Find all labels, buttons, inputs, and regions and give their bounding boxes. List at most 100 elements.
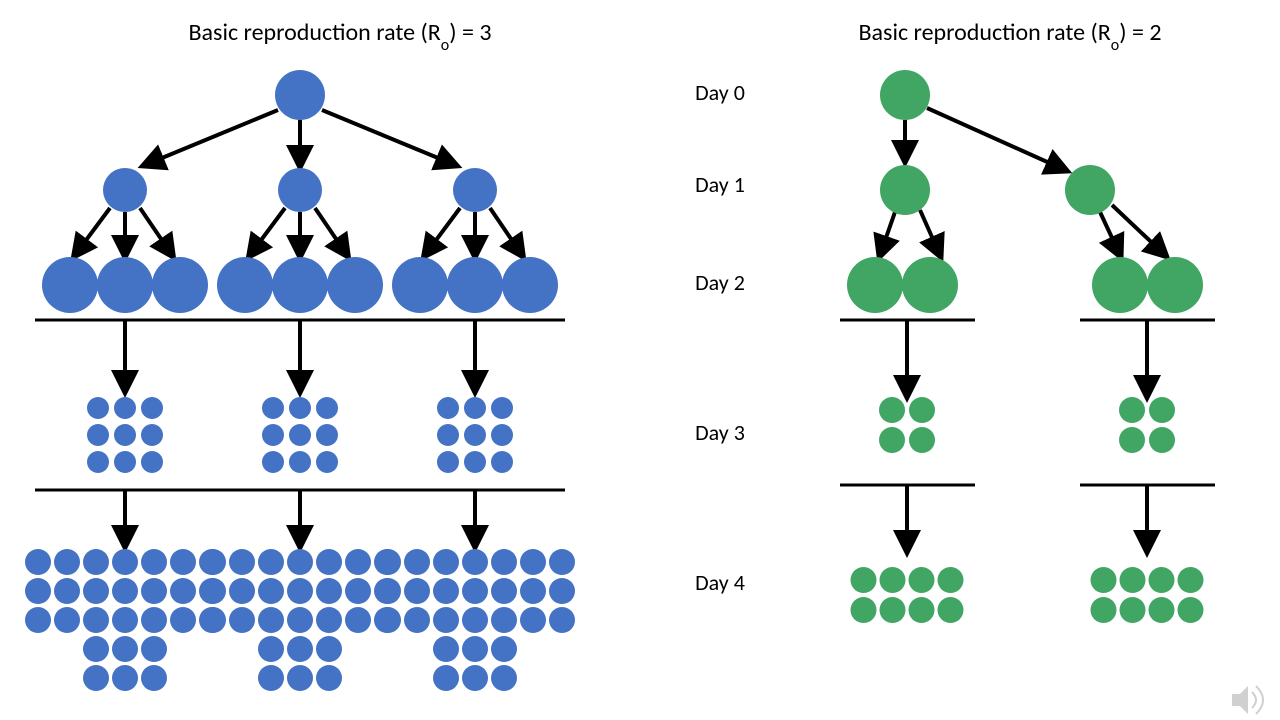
dot [1119, 427, 1145, 453]
dot [258, 549, 284, 575]
dot [879, 397, 905, 423]
dot [851, 567, 877, 593]
tree-arrow [145, 110, 278, 165]
dot [1091, 567, 1117, 593]
dot [258, 578, 284, 604]
dot [404, 549, 430, 575]
dot [433, 607, 459, 633]
dot [287, 607, 313, 633]
dot [54, 607, 80, 633]
dot [141, 451, 163, 473]
dot [289, 397, 311, 419]
dot [83, 578, 109, 604]
dot [1119, 397, 1145, 423]
dot [375, 578, 401, 604]
level1-node [278, 168, 322, 212]
dot [287, 636, 313, 662]
dot [433, 636, 459, 662]
dot [909, 597, 935, 623]
dot [464, 397, 486, 419]
dot [909, 397, 935, 423]
dot [491, 451, 513, 473]
dot [462, 636, 488, 662]
level1-node [880, 165, 930, 215]
dot [938, 567, 964, 593]
dot [520, 578, 546, 604]
dot [1120, 597, 1146, 623]
dot [316, 549, 342, 575]
dot [229, 578, 255, 604]
level2-node [447, 257, 503, 313]
dot [433, 549, 459, 575]
dot [289, 451, 311, 473]
dot [375, 549, 401, 575]
day-label: Day 3 [695, 419, 745, 446]
tree-arrow [425, 208, 460, 255]
tree-arrow [880, 212, 895, 255]
dot [114, 451, 136, 473]
dot [880, 597, 906, 623]
dot [141, 636, 167, 662]
level2-node [217, 257, 273, 313]
root-node [880, 70, 930, 120]
dot [112, 607, 138, 633]
dot [170, 607, 196, 633]
dot [491, 636, 517, 662]
dot [1178, 597, 1204, 623]
dot [491, 424, 513, 446]
dot [114, 424, 136, 446]
dot [141, 397, 163, 419]
level1-node [1065, 165, 1115, 215]
dot [491, 549, 517, 575]
dot [170, 578, 196, 604]
level2-node [42, 257, 98, 313]
tree-arrow [322, 110, 455, 165]
dot [112, 578, 138, 604]
dot [433, 578, 459, 604]
dot [170, 549, 196, 575]
dot [289, 424, 311, 446]
dot [462, 578, 488, 604]
dot [200, 549, 226, 575]
dot [316, 424, 338, 446]
dot [262, 424, 284, 446]
dot [433, 665, 459, 691]
dot [345, 607, 371, 633]
dot [520, 607, 546, 633]
dot [938, 597, 964, 623]
dot [141, 424, 163, 446]
level2-node [392, 257, 448, 313]
dot [437, 451, 459, 473]
dot [491, 397, 513, 419]
dot [880, 567, 906, 593]
dot [87, 397, 109, 419]
dot [1120, 567, 1146, 593]
dot [83, 549, 109, 575]
dot [1149, 427, 1175, 453]
tree-arrow [490, 208, 522, 255]
level2-node [152, 257, 208, 313]
dot [462, 665, 488, 691]
level1-node [453, 168, 497, 212]
tree-arrow [1100, 212, 1120, 255]
dot [404, 578, 430, 604]
dot [287, 665, 313, 691]
dot [141, 607, 167, 633]
dot [316, 665, 342, 691]
dot [258, 607, 284, 633]
diagram-canvas: Day 0Day 1Day 2Day 3Day 4Basic reproduct… [0, 0, 1280, 720]
dot [549, 607, 575, 633]
dot [375, 607, 401, 633]
dot [258, 665, 284, 691]
level2-node [97, 257, 153, 313]
level2-node [502, 257, 558, 313]
level2-node [1092, 257, 1148, 313]
dot [112, 549, 138, 575]
dot [200, 607, 226, 633]
dot [316, 636, 342, 662]
dot [112, 636, 138, 662]
dot [87, 424, 109, 446]
dot [141, 549, 167, 575]
tree-arrow [927, 108, 1065, 170]
speaker-icon [1232, 686, 1263, 714]
